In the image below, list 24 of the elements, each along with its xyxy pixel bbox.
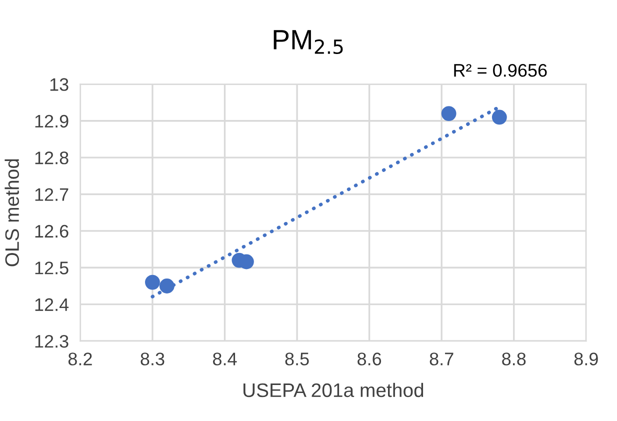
x-tick-label: 8.6 (358, 352, 382, 366)
x-axis-title: USEPA 201a method (244, 382, 424, 398)
x-tick-label: 8.2 (68, 352, 92, 366)
y-tick-label: 12.9 (35, 114, 68, 128)
x-tick-label: 8.3 (140, 352, 164, 366)
y-tick-label: 12.5 (35, 262, 68, 274)
point (159, 278, 174, 294)
point (145, 274, 160, 290)
x-tick-label: 8.8 (502, 352, 526, 366)
y-axis-title: OLS method (4, 159, 20, 266)
point (492, 110, 507, 125)
x-tick-label: 8.7 (430, 352, 454, 366)
y-tick-label: 12.7 (35, 188, 68, 201)
point (441, 106, 456, 122)
chart-title: PM$_{2.5}$ (274, 30, 343, 54)
text: R² = 0.9656 (454, 64, 547, 77)
x-tick-label: 8.5 (285, 352, 309, 366)
x-tick-label: 8.9 (574, 352, 598, 366)
y-tick-label: 12.4 (35, 298, 69, 311)
y-tick-label: 12.3 (35, 334, 68, 348)
y-tick-label: 12.6 (35, 224, 68, 238)
y-tick-label: 12.8 (35, 152, 68, 164)
x-tick-label: 8.4 (213, 352, 237, 366)
y-tick-label: 13 (50, 78, 68, 91)
